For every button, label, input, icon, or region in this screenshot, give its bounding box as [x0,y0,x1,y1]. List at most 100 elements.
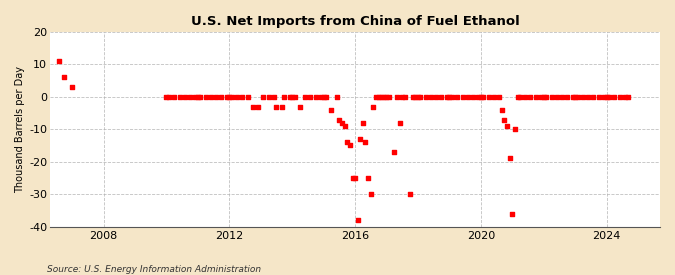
Point [562,95,572,99]
Point [622,95,633,99]
Point [473,95,484,99]
Point [609,95,620,99]
Point [221,95,232,99]
Point [415,95,426,99]
Point [572,95,583,99]
Point [163,95,174,99]
Point [510,127,520,131]
Point [446,95,457,99]
Point [276,104,287,109]
Text: Source: U.S. Energy Information Administration: Source: U.S. Energy Information Administ… [47,265,261,274]
Point [489,95,500,99]
Point [294,104,305,109]
Point [258,95,269,99]
Point [226,95,237,99]
Point [397,95,408,99]
Point [355,137,366,141]
Point [394,120,405,125]
Point [504,156,515,161]
Point [567,95,578,99]
Point [169,95,180,99]
Point [389,150,400,154]
Point [373,95,384,99]
Point [525,95,536,99]
Point [331,95,342,99]
Point [237,95,248,99]
Point [200,95,211,99]
Point [421,95,431,99]
Point [310,95,321,99]
Point [493,95,504,99]
Point [184,95,195,99]
Point [284,95,295,99]
Point [536,95,547,99]
Point [344,143,355,148]
Point [350,176,360,180]
Point [379,95,389,99]
Point [404,192,415,196]
Point [271,104,282,109]
Point [318,95,329,99]
Point [502,124,512,128]
Point [376,95,387,99]
Point [441,95,452,99]
Point [206,95,217,99]
Point [410,95,421,99]
Point [462,95,473,99]
Point [316,95,327,99]
Point [67,85,78,89]
Point [360,140,371,144]
Point [444,95,455,99]
Title: U.S. Net Imports from China of Fuel Ethanol: U.S. Net Imports from China of Fuel Etha… [190,15,519,28]
Point [180,95,190,99]
Point [336,120,347,125]
Point [340,124,350,128]
Point [211,95,221,99]
Point [512,95,523,99]
Point [192,95,203,99]
Point [347,176,358,180]
Point [431,95,441,99]
Point [342,140,352,144]
Point [321,95,331,99]
Point [452,95,462,99]
Point [242,95,253,99]
Point [546,95,557,99]
Point [412,95,423,99]
Point [352,218,363,222]
Point [174,95,185,99]
Point [538,95,549,99]
Point [248,104,259,109]
Point [541,95,551,99]
Point [601,95,612,99]
Point [263,95,274,99]
Point [224,95,235,99]
Point [300,95,310,99]
Point [593,95,604,99]
Point [305,95,316,99]
Point [216,95,227,99]
Point [496,108,507,112]
Point [475,95,486,99]
Point [269,95,279,99]
Point [468,95,479,99]
Point [368,104,379,109]
Point [551,95,562,99]
Point [290,95,300,99]
Point [520,95,531,99]
Point [59,75,70,79]
Point [371,95,381,99]
Point [507,211,518,216]
Point [588,95,599,99]
Point [570,95,580,99]
Point [620,95,630,99]
Point [161,95,172,99]
Point [407,95,418,99]
Point [457,95,468,99]
Point [53,59,64,63]
Point [326,108,337,112]
Point [614,95,625,99]
Point [383,95,394,99]
Point [195,95,206,99]
Point [556,95,567,99]
